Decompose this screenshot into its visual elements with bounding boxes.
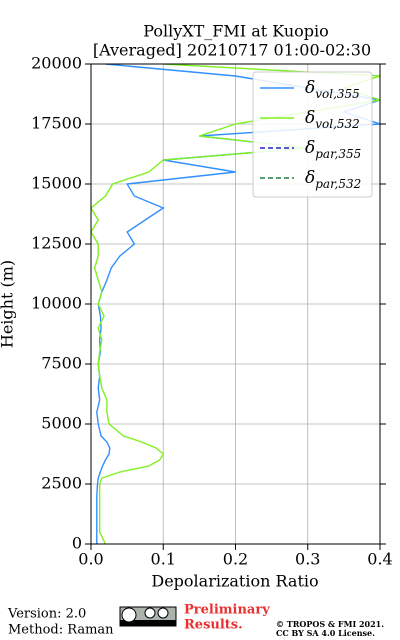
legend-label: δpar,355: [305, 138, 361, 161]
x-tick-label: 0.3: [295, 550, 320, 569]
x-tick-label: 0.4: [367, 550, 392, 569]
legend-label: δvol,532: [305, 108, 360, 131]
x-tick-label: 0.1: [151, 550, 176, 569]
x-tick-label: 0.0: [78, 550, 103, 569]
y-tick-label: 7500: [41, 354, 82, 373]
x-tick-label: 0.2: [223, 550, 248, 569]
y-tick-label: 15000: [31, 174, 82, 193]
y-tick-label: 20000: [31, 54, 82, 73]
notice-line: Preliminary: [184, 603, 270, 618]
y-tick-label: 12500: [31, 234, 82, 253]
chart-subtitle: [Averaged] 20210717 01:00-02:30: [93, 41, 371, 60]
chart-title: PollyXT_FMI at Kuopio: [143, 22, 329, 41]
legend-label: δvol,355: [305, 78, 360, 101]
y-tick-label: 2500: [41, 474, 82, 493]
y-tick-label: 5000: [41, 414, 82, 433]
legend-box: [252, 71, 373, 198]
version: Version: 2.0: [7, 607, 86, 622]
plot-frame: [90, 63, 381, 545]
x-axis-label: Depolarization Ratio: [151, 572, 318, 591]
y-tick-label: 10000: [31, 294, 82, 313]
y-tick-label: 0: [72, 534, 82, 553]
copyright: CC BY SA 4.0 License.: [276, 628, 375, 638]
notice-line: Results.: [184, 618, 243, 633]
method: Method: Raman: [8, 623, 114, 638]
y-axis-label: Height (m): [0, 260, 17, 348]
copyright: © TROPOS & FMI 2021.: [276, 619, 384, 629]
legend-label: δpar,532: [305, 168, 361, 191]
cc-logo: [119, 606, 177, 627]
y-tick-label: 17500: [31, 114, 82, 133]
